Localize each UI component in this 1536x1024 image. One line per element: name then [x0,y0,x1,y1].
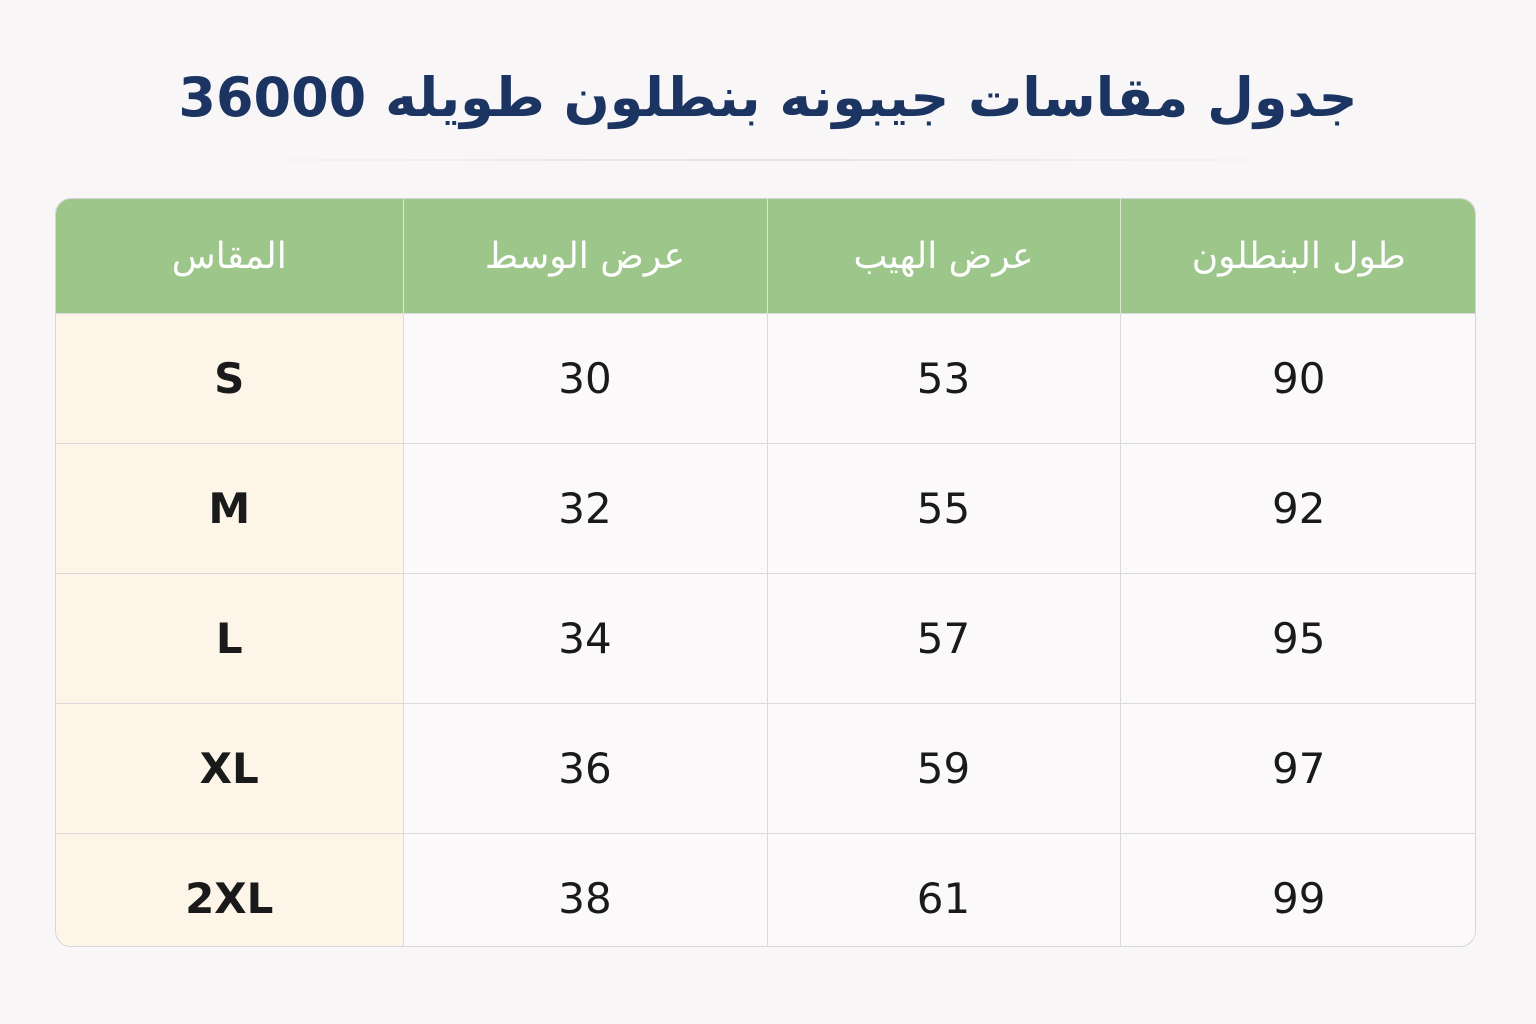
size-table: طول البنطلون عرض الهيب عرض الوسط المقاس 90 5… [56,199,1475,946]
table-row: 97 59 36 XL [56,703,1475,834]
header-row: طول البنطلون عرض الهيب عرض الوسط المقاس [56,199,1475,314]
measure-cell: 36 [402,703,767,834]
separator [200,159,1336,161]
measure-cell: 61 [766,833,1120,946]
measure-cell: 38 [402,833,767,946]
size-cell: XL [56,703,403,834]
measure-cell: 59 [766,703,1120,834]
column-header: المقاس [56,199,403,314]
measure-cell: 97 [1119,703,1475,834]
table-row: 92 55 32 M [56,443,1475,574]
table-body: 90 53 30 S 92 55 32 M 95 57 34 L 97 59 36 XL 99 61 38 2XL [56,313,1475,946]
size-table-container: طول البنطلون عرض الهيب عرض الوسط المقاس 90 5… [55,198,1476,947]
column-header: عرض الهيب [766,199,1120,314]
measure-cell: 32 [402,443,767,574]
page-title: جدول مقاسات جيبونه بنطلون طويله 36000 [178,66,1358,129]
table-row: 99 61 38 2XL [56,833,1475,946]
size-cell: 2XL [56,833,403,946]
column-header: طول البنطلون [1119,199,1475,314]
size-cell: L [56,573,403,704]
size-cell: M [56,443,403,574]
size-cell: S [56,313,403,444]
measure-cell: 57 [766,573,1120,704]
table-row: 90 53 30 S [56,313,1475,444]
measure-cell: 99 [1119,833,1475,946]
measure-cell: 95 [1119,573,1475,704]
measure-cell: 90 [1119,313,1475,444]
measure-cell: 34 [402,573,767,704]
column-header: عرض الوسط [402,199,767,314]
table-row: 95 57 34 L [56,573,1475,704]
measure-cell: 53 [766,313,1120,444]
measure-cell: 92 [1119,443,1475,574]
measure-cell: 30 [402,313,767,444]
measure-cell: 55 [766,443,1120,574]
